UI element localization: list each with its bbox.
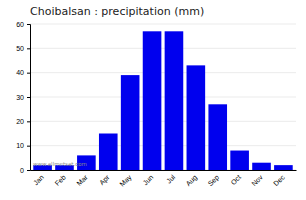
watermark: www.allmetsat.com: [33, 161, 87, 167]
x-tick-label: Sep: [206, 173, 221, 188]
y-tick-mark: [27, 97, 30, 98]
grid: [30, 24, 296, 170]
x-tick-label: Apr: [98, 173, 112, 187]
bar: [230, 151, 249, 170]
y-tick-mark: [27, 146, 30, 147]
x-tick: Apr: [98, 170, 112, 187]
x-tick: Mar: [75, 170, 89, 187]
y-tick-mark: [27, 121, 30, 122]
x-tick: Feb: [53, 170, 67, 187]
x-tick: May: [118, 170, 133, 189]
x-axis: Jan Feb Mar Apr May Jun Jul Aug Sep Oct Nov Dec: [31, 170, 297, 189]
x-tick-label: Jun: [142, 173, 155, 186]
bar: [208, 104, 227, 170]
y-tick: 30: [16, 94, 30, 101]
y-tick-label: 10: [16, 142, 24, 149]
y-tick-label: 30: [16, 94, 24, 101]
x-tick-label: Aug: [185, 173, 200, 188]
y-axis-line: [27, 25, 31, 171]
x-tick-label: Feb: [53, 173, 67, 187]
y-tick-mark: [27, 170, 30, 171]
annotations: www.allmetsat.com: [33, 161, 87, 167]
y-axis: 0 10 20 30 40 50 60: [16, 21, 30, 174]
x-axis-line: [31, 170, 297, 171]
y-tick-label: 40: [16, 69, 24, 76]
y-tick-mark: [27, 48, 30, 49]
x-tick-label: Jan: [32, 173, 45, 186]
y-tick: 20: [16, 118, 30, 125]
chart: Jan Feb Mar Apr May Jun Jul Aug Sep Oct Nov Dec 0 10 2…: [0, 0, 306, 200]
x-tick: Sep: [206, 170, 221, 188]
grid-line: [30, 48, 296, 49]
bar: [99, 134, 118, 171]
bar: [121, 75, 140, 170]
y-tick: 50: [16, 45, 30, 52]
x-tick-label: Jul: [165, 173, 177, 185]
y-tick: 10: [16, 142, 30, 149]
x-tick: Oct: [229, 170, 242, 186]
y-tick: 0: [20, 167, 30, 174]
y-tick: 40: [16, 69, 30, 76]
x-tick: Aug: [185, 170, 200, 188]
y-tick-mark: [27, 24, 30, 25]
title: Choibalsan : precipitation (mm): [30, 5, 204, 18]
y-tick-mark: [27, 73, 30, 74]
grid-line: [30, 97, 296, 98]
plot: Jan Feb Mar Apr May Jun Jul Aug Sep Oct Nov Dec 0 10 2…: [16, 21, 296, 189]
x-tick-label: Dec: [272, 173, 286, 187]
x-tick: Nov: [250, 170, 264, 187]
bars: [33, 31, 292, 170]
bar: [252, 163, 271, 170]
y-tick-label: 60: [16, 21, 24, 28]
y-tick: 60: [16, 21, 30, 28]
bar: [187, 65, 206, 170]
y-tick-label: 20: [16, 118, 24, 125]
x-tick-label: Mar: [75, 173, 89, 187]
x-tick-label: Nov: [250, 173, 264, 187]
y-tick-label: 0: [20, 167, 24, 174]
x-tick: Jun: [142, 170, 155, 186]
y-tick-label: 50: [16, 45, 24, 52]
grid-line: [30, 121, 296, 122]
grid-line: [30, 145, 296, 146]
grid-line: [30, 24, 296, 25]
bar: [274, 165, 293, 170]
x-tick-label: May: [118, 173, 133, 188]
x-tick: Jan: [32, 170, 45, 186]
x-tick: Jul: [165, 170, 177, 185]
bar: [165, 31, 184, 170]
x-tick: Dec: [272, 170, 286, 187]
x-tick-label: Oct: [229, 173, 242, 186]
bar: [143, 31, 162, 170]
grid-line: [30, 72, 296, 73]
